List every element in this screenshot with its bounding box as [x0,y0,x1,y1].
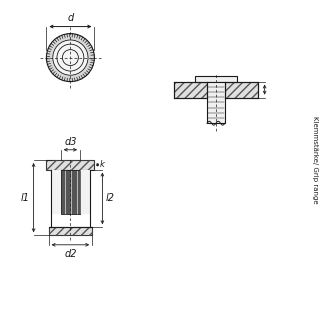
Circle shape [46,34,94,82]
Bar [174,82,258,98]
Bar [80,170,90,214]
Text: l2: l2 [106,193,115,204]
Text: k: k [100,160,105,169]
Bar [207,81,225,98]
Text: d: d [67,13,74,23]
Text: l1: l1 [21,193,30,203]
Bar [174,82,258,98]
Bar [207,82,225,123]
Bar [49,227,92,235]
Text: d2: d2 [64,249,77,259]
Bar [51,170,61,214]
Bar [46,160,94,170]
Circle shape [53,40,88,75]
Bar [46,160,94,170]
Text: d3: d3 [64,137,77,147]
Bar [61,170,80,214]
Bar [49,227,92,235]
Bar [195,76,237,82]
Text: Klemmstärke/ Grip range: Klemmstärke/ Grip range [312,116,318,204]
